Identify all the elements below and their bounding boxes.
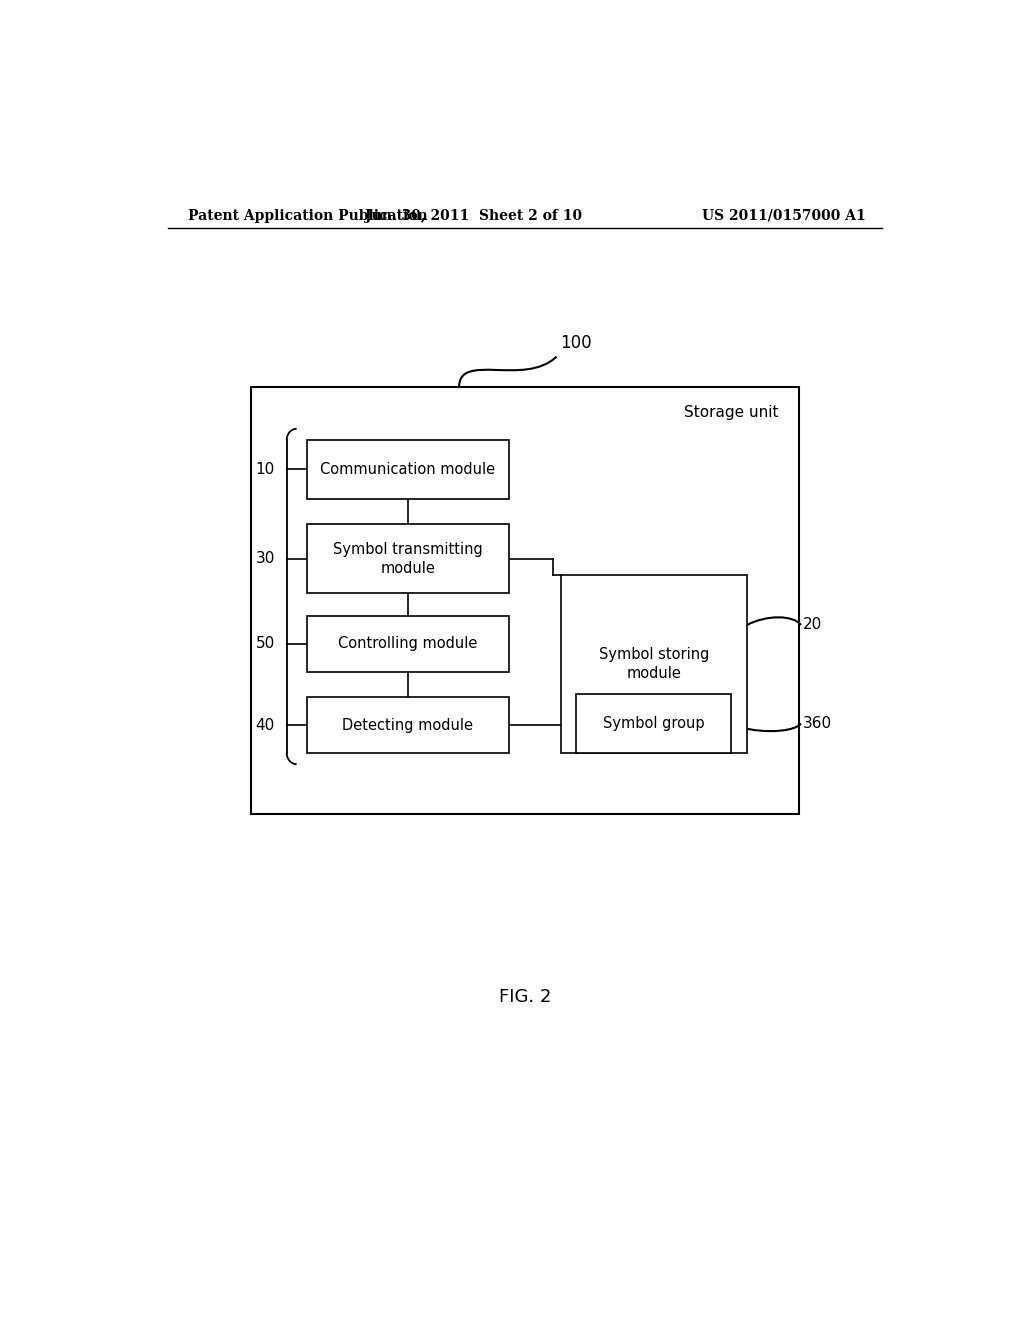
Bar [251,387,799,814]
Bar [306,440,509,499]
Bar [306,615,509,672]
Text: Symbol transmitting
module: Symbol transmitting module [333,541,482,576]
Text: 40: 40 [256,718,274,733]
Text: US 2011/0157000 A1: US 2011/0157000 A1 [702,209,866,223]
Text: Patent Application Publication: Patent Application Publication [187,209,427,223]
Text: Symbol storing
module: Symbol storing module [599,647,709,681]
Bar [560,576,748,752]
Text: 100: 100 [560,334,592,351]
Bar [306,697,509,752]
Text: Symbol group: Symbol group [603,715,705,731]
Text: 10: 10 [256,462,274,477]
Text: Jun. 30, 2011  Sheet 2 of 10: Jun. 30, 2011 Sheet 2 of 10 [365,209,582,223]
Bar [577,694,731,752]
Text: Communication module: Communication module [321,462,496,477]
Text: FIG. 2: FIG. 2 [499,987,551,1006]
Bar [306,524,509,594]
Text: 360: 360 [803,715,831,731]
Text: 20: 20 [803,618,822,632]
Text: 30: 30 [255,552,274,566]
Text: Storage unit: Storage unit [684,405,778,420]
Text: Detecting module: Detecting module [342,718,473,733]
Text: Controlling module: Controlling module [338,636,477,651]
Text: 50: 50 [256,636,274,651]
